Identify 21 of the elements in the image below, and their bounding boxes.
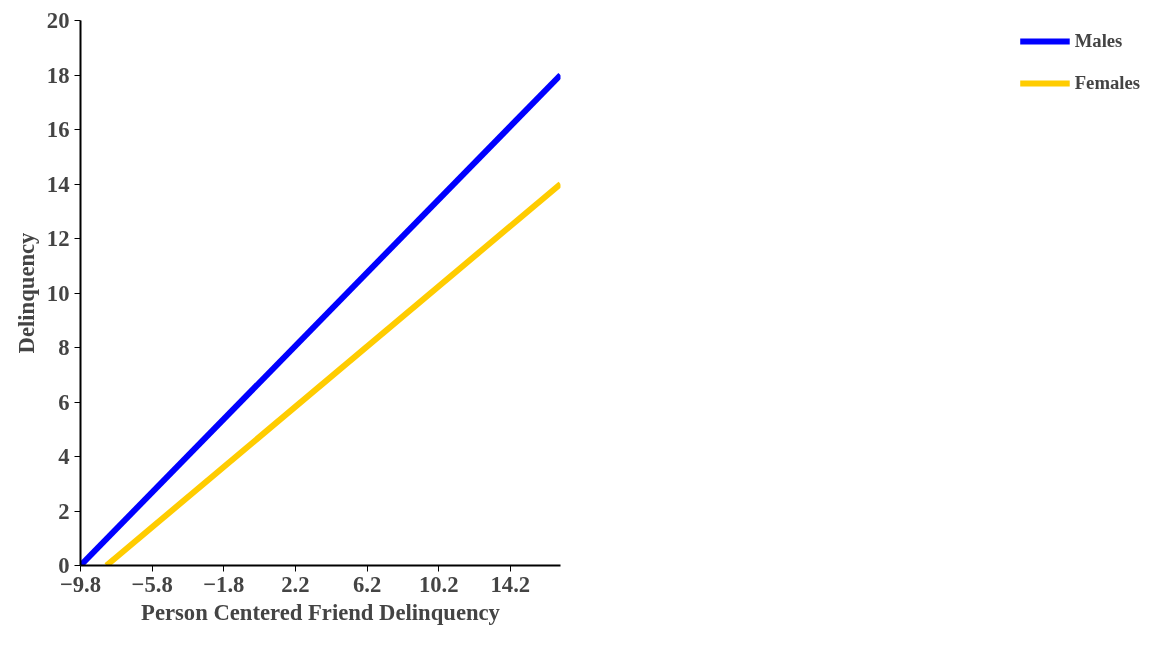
y-tick-label: 16 [46,117,70,142]
y-tick-label: 6 [58,389,70,415]
legend-label: Females [1074,72,1140,94]
x-tick-label: 6.2 [352,571,382,597]
x-tick-label: 14.2 [490,571,531,597]
x-tick-label: −5.8 [131,571,173,597]
y-tick-label: 20 [46,8,70,33]
x-tick-label: −1.8 [203,571,245,597]
y-tick-label: 8 [58,335,70,360]
x-axis-title: Person Centered Friend Delinquency [141,599,501,625]
y-tick-label: 4 [58,444,70,469]
y-tick-label: 2 [58,498,70,524]
y-axis-title: Delinquency [13,231,39,354]
legend-label: Males [1074,30,1123,52]
x-tick-label: 2.2 [281,571,310,597]
y-tick-label: 12 [46,226,70,251]
y-tick-label: 10 [46,280,70,306]
y-tick-label: 0 [58,553,70,578]
y-tick-label: 14 [46,171,70,197]
x-tick-label: 10.2 [418,571,459,597]
y-tick-label: 18 [46,62,70,88]
